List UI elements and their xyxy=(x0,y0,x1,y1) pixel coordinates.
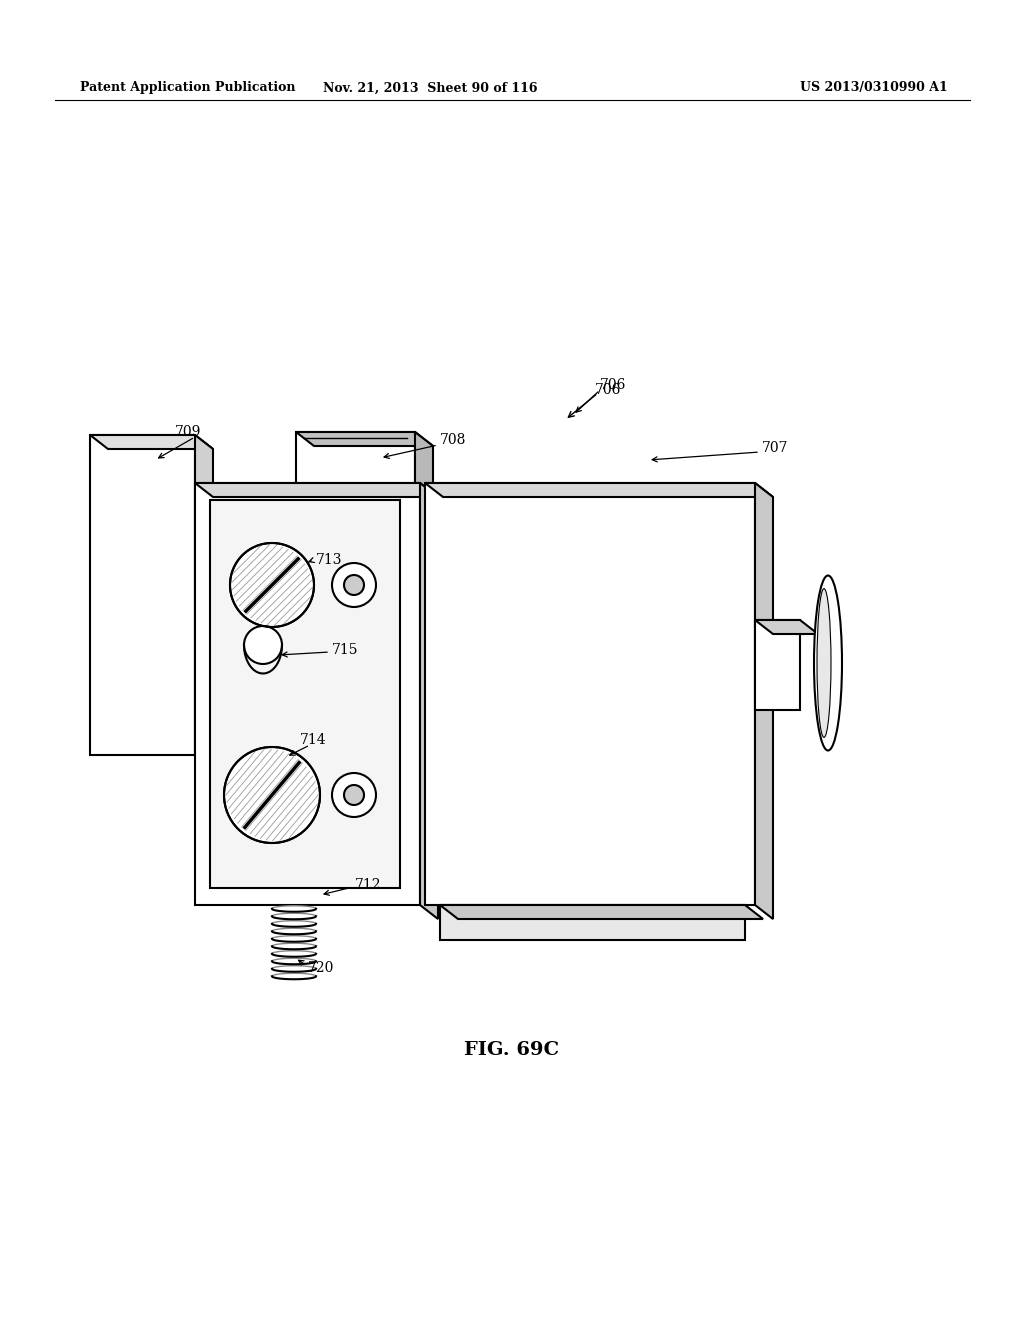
Polygon shape xyxy=(755,620,818,634)
Text: 714: 714 xyxy=(300,733,327,747)
Circle shape xyxy=(332,564,376,607)
Text: 708: 708 xyxy=(440,433,466,447)
Ellipse shape xyxy=(814,576,842,751)
Text: 707: 707 xyxy=(762,441,788,455)
Bar xyxy=(425,483,755,906)
Circle shape xyxy=(344,785,364,805)
Ellipse shape xyxy=(817,589,831,738)
Text: 709: 709 xyxy=(175,425,202,440)
Bar xyxy=(296,432,415,486)
Text: Patent Application Publication: Patent Application Publication xyxy=(80,82,296,95)
Polygon shape xyxy=(425,483,773,498)
Circle shape xyxy=(224,747,319,843)
Bar xyxy=(90,436,195,755)
Polygon shape xyxy=(296,432,433,446)
Polygon shape xyxy=(195,436,213,770)
Polygon shape xyxy=(755,483,773,919)
Polygon shape xyxy=(90,436,213,449)
Text: 706: 706 xyxy=(600,378,627,392)
Bar xyxy=(755,620,800,710)
Circle shape xyxy=(344,576,364,595)
Text: 712: 712 xyxy=(355,878,382,892)
Text: 706: 706 xyxy=(595,383,622,397)
Text: 713: 713 xyxy=(316,553,342,568)
Text: FIG. 69C: FIG. 69C xyxy=(465,1041,559,1059)
Text: 715: 715 xyxy=(332,643,358,657)
Text: US 2013/0310990 A1: US 2013/0310990 A1 xyxy=(800,82,948,95)
Text: 720: 720 xyxy=(308,961,335,975)
Circle shape xyxy=(230,543,314,627)
Polygon shape xyxy=(195,483,438,498)
Bar xyxy=(440,906,745,940)
Bar xyxy=(210,500,400,888)
Polygon shape xyxy=(420,483,438,919)
Polygon shape xyxy=(440,906,763,919)
Bar xyxy=(195,483,420,906)
Circle shape xyxy=(332,774,376,817)
Text: Nov. 21, 2013  Sheet 90 of 116: Nov. 21, 2013 Sheet 90 of 116 xyxy=(323,82,538,95)
Polygon shape xyxy=(415,432,433,500)
Circle shape xyxy=(244,626,282,664)
